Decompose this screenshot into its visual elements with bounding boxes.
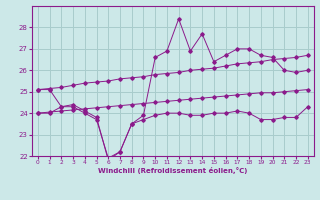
- X-axis label: Windchill (Refroidissement éolien,°C): Windchill (Refroidissement éolien,°C): [98, 167, 247, 174]
